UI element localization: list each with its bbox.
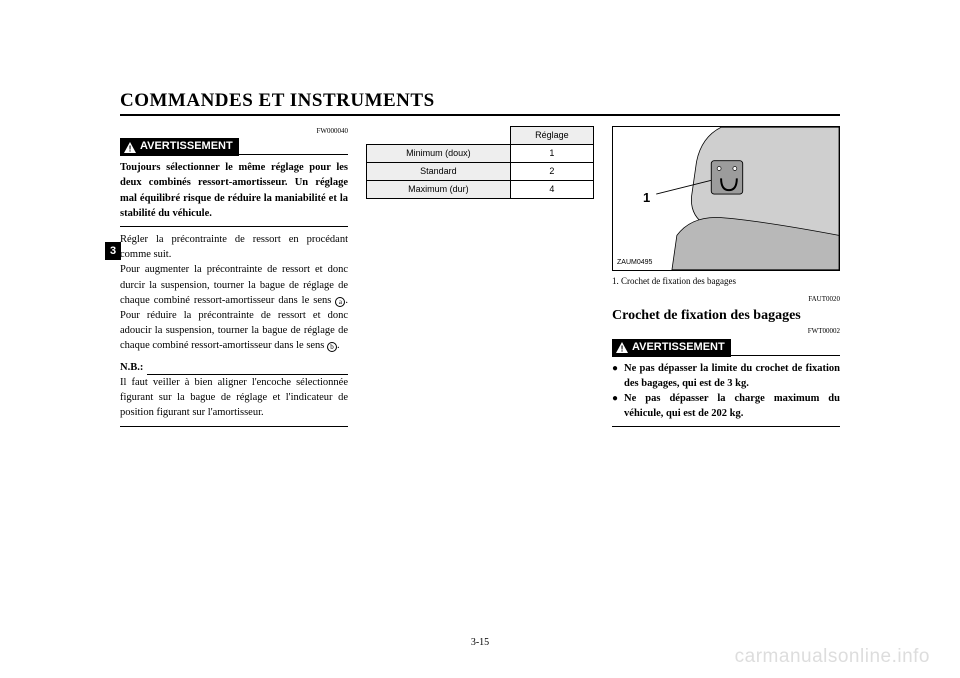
svg-text:!: ! xyxy=(129,143,132,153)
note-label: N.B.: xyxy=(120,360,143,375)
column-1: FW000040 ! AVERTISSEMENT Toujours sélect… xyxy=(120,126,352,432)
warning-icon: ! xyxy=(616,342,628,353)
table-cell-value: 4 xyxy=(510,181,593,199)
list-item: ● Ne pas dépasser la charge maximum du v… xyxy=(612,391,840,421)
figure-code: ZAUM0495 xyxy=(617,258,652,268)
column-3: 1 ZAUM0495 1. Crochet de fixation des ba… xyxy=(608,126,840,432)
svg-text:!: ! xyxy=(621,343,624,353)
figure-caption: 1. Crochet de fixation des bagages xyxy=(612,275,840,288)
divider xyxy=(120,226,348,227)
table-cell-value: 2 xyxy=(510,163,593,181)
table-cell-label: Standard xyxy=(367,163,511,181)
warning-text: Toujours sélectionner le même réglage po… xyxy=(120,160,348,221)
table-header: Réglage xyxy=(510,127,593,145)
warning-header: ! AVERTISSEMENT xyxy=(120,138,348,156)
warning-icon: ! xyxy=(124,142,136,153)
ref-code: FAUT0020 xyxy=(612,294,840,304)
divider xyxy=(120,426,348,427)
header: COMMANDES ET INSTRUMENTS xyxy=(120,90,840,116)
warning-label-text: AVERTISSEMENT xyxy=(632,340,725,356)
note-header: N.B.: xyxy=(120,360,348,375)
figure-callout-1: 1 xyxy=(643,189,650,208)
warning-rule xyxy=(731,355,840,356)
columns: FW000040 ! AVERTISSEMENT Toujours sélect… xyxy=(120,126,840,432)
warning-label: ! AVERTISSEMENT xyxy=(120,138,239,156)
watermark: carmanualsonline.info xyxy=(735,646,930,668)
section-heading: Crochet de fixation des bagages xyxy=(612,306,840,326)
warning-label-text: AVERTISSEMENT xyxy=(140,139,233,155)
table-cell-label: Minimum (doux) xyxy=(367,145,511,163)
bullet-text: Ne pas dépasser la charge maximum du véh… xyxy=(624,391,840,421)
warning-label: ! AVERTISSEMENT xyxy=(612,339,731,357)
warning-bullets: ● Ne pas dépasser la limite du crochet d… xyxy=(612,361,840,422)
ref-code: FW000040 xyxy=(120,126,348,136)
table-cell-label: Maximum (dur) xyxy=(367,181,511,199)
table-row: Réglage xyxy=(367,127,594,145)
body-text-1: Régler la précontrainte de ressort en pr… xyxy=(120,232,348,262)
ref-code: FWT00002 xyxy=(612,326,840,336)
figure-luggage-hook: 1 ZAUM0495 xyxy=(612,126,840,271)
direction-b-icon: b xyxy=(327,342,337,352)
table-row: Minimum (doux) 1 xyxy=(367,145,594,163)
direction-a-icon: a xyxy=(335,297,345,307)
settings-table: Réglage Minimum (doux) 1 Standard 2 Maxi… xyxy=(366,126,594,199)
note-text: Il faut veiller à bien aligner l'encoche… xyxy=(120,375,348,421)
bullet-text: Ne pas dépasser la limite du crochet de … xyxy=(624,361,840,391)
table-row: Standard 2 xyxy=(367,163,594,181)
bullet-icon: ● xyxy=(612,361,618,376)
column-2: Réglage Minimum (doux) 1 Standard 2 Maxi… xyxy=(362,126,598,432)
warning-header: ! AVERTISSEMENT xyxy=(612,339,840,357)
header-rule xyxy=(120,114,840,116)
body-text-2: Pour augmenter la précontrainte de resso… xyxy=(120,262,348,353)
page-title: COMMANDES ET INSTRUMENTS xyxy=(120,90,840,112)
table-row: Maximum (dur) 4 xyxy=(367,181,594,199)
chapter-tab: 3 xyxy=(105,242,121,260)
table-cell-value: 1 xyxy=(510,145,593,163)
list-item: ● Ne pas dépasser la limite du crochet d… xyxy=(612,361,840,391)
page: COMMANDES ET INSTRUMENTS 3 FW000040 ! AV… xyxy=(0,0,960,678)
warning-rule xyxy=(239,154,348,155)
divider xyxy=(612,426,840,427)
bullet-icon: ● xyxy=(612,391,618,406)
